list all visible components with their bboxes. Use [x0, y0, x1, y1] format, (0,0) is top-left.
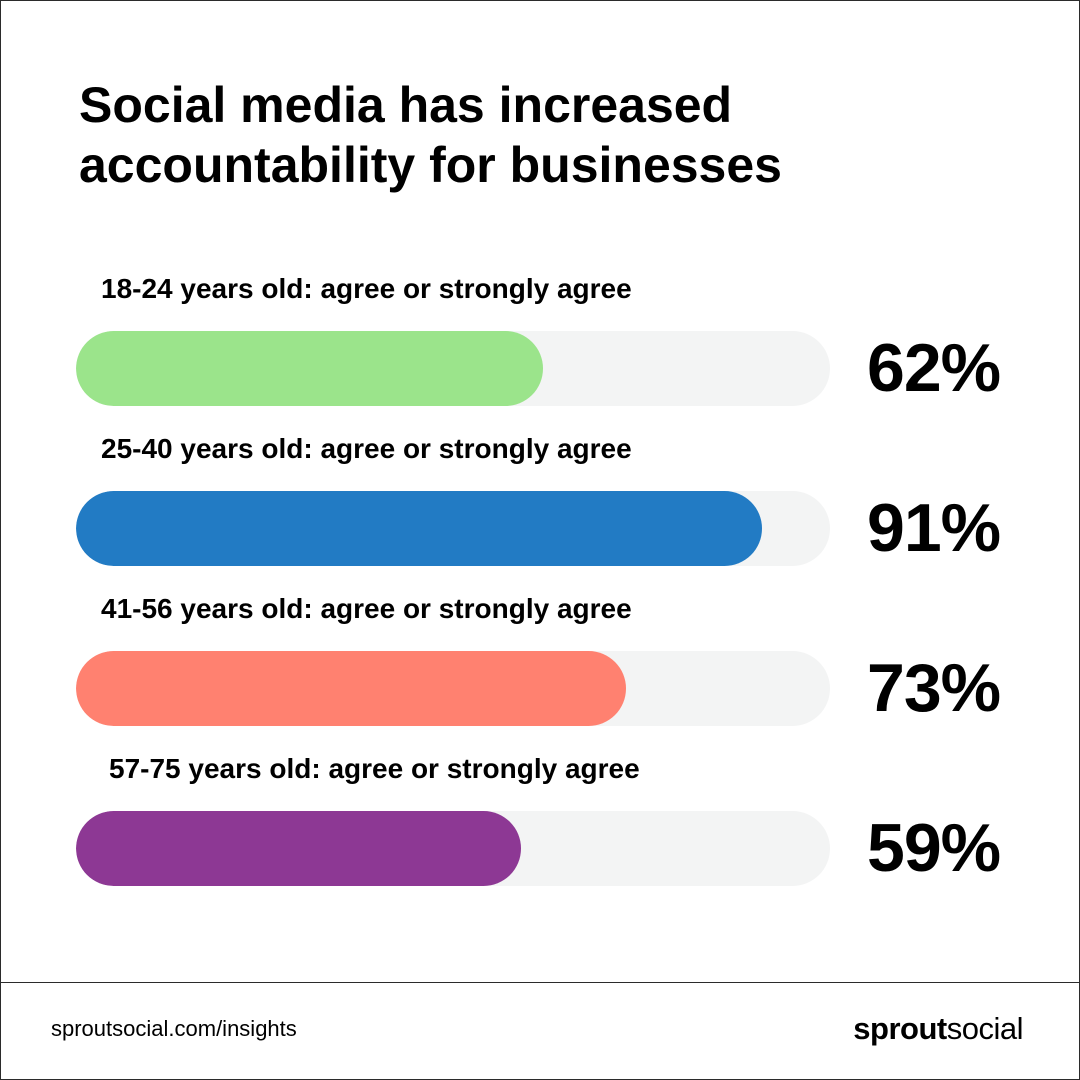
logo-word-bold: sprout: [853, 1011, 947, 1046]
bar-track: [76, 811, 830, 886]
footer: sproutsocial.com/insights sproutsocial: [1, 982, 1079, 1079]
bar-fill: [76, 811, 521, 886]
bar-category-label: 25-40 years old: agree or strongly agree: [101, 433, 632, 464]
bar-category-label: 57-75 years old: agree or strongly agree: [109, 753, 640, 784]
chart-title-line-2: accountability for businesses: [79, 137, 782, 193]
bar-track: [76, 331, 830, 406]
bar-value-label: 91%: [867, 490, 1001, 566]
bar-fill: [76, 491, 762, 566]
chart-title-line-1: Social media has increased: [79, 77, 733, 133]
bar-track: [76, 651, 830, 726]
chart-title: Social media has increased accountabilit…: [79, 75, 999, 195]
bar-category-label: 18-24 years old: agree or strongly agree: [101, 273, 632, 304]
bar-fill: [76, 331, 543, 406]
bar-category-label: 41-56 years old: agree or strongly agree: [101, 593, 632, 624]
bar-value-label: 59%: [867, 810, 1001, 886]
bar-row: 25-40 years old: agree or strongly agree…: [1, 431, 1079, 571]
bar-fill: [76, 651, 626, 726]
horizontal-bar-chart: 18-24 years old: agree or strongly agree…: [1, 271, 1079, 911]
bar-row: 57-75 years old: agree or strongly agree…: [1, 751, 1079, 891]
logo-word-light: social: [946, 1011, 1024, 1046]
sprout-social-logo: sproutsocial: [853, 1011, 1023, 1047]
bar-value-label: 62%: [867, 330, 1001, 406]
bar-value-label: 73%: [867, 650, 1001, 726]
footer-link[interactable]: sproutsocial.com/insights: [51, 1016, 297, 1041]
bar-track: [76, 491, 830, 566]
bar-row: 41-56 years old: agree or strongly agree…: [1, 591, 1079, 731]
bar-row: 18-24 years old: agree or strongly agree…: [1, 271, 1079, 411]
